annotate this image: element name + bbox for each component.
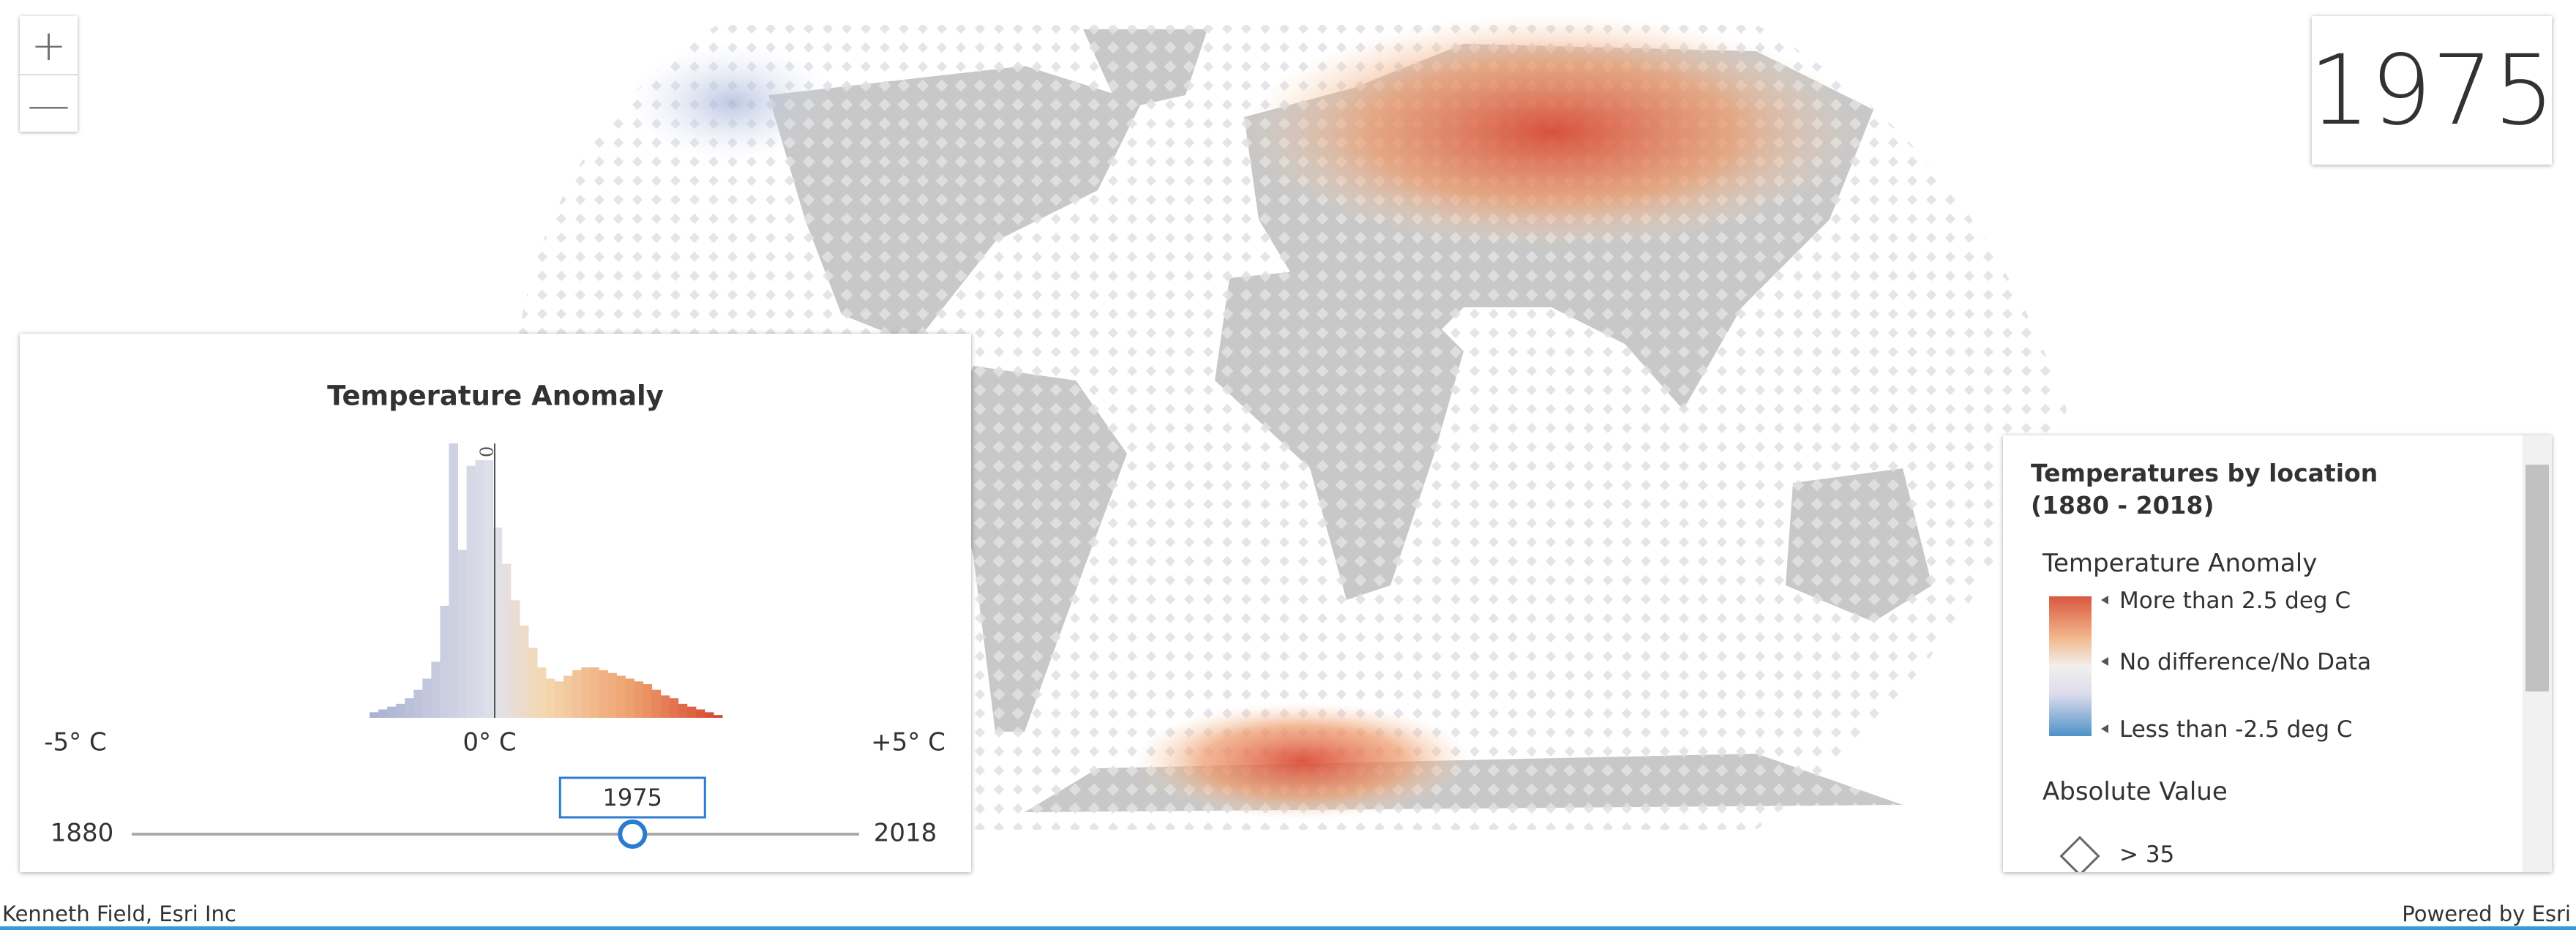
legend-panel: Temperatures by location (1880 - 2018) T…: [2003, 435, 2552, 872]
size-symbol: [2059, 836, 2100, 872]
histogram-bar: [449, 443, 458, 718]
histogram-bar: [378, 709, 388, 718]
zoom-in[interactable]: +: [31, 20, 67, 70]
histogram-bar: [475, 460, 485, 718]
histogram-bar: [713, 715, 723, 718]
histogram-bar: [555, 681, 564, 718]
histogram-bar: [581, 667, 591, 718]
zoom-out[interactable]: —: [20, 74, 78, 133]
histogram-bar: [457, 550, 468, 718]
time-panel: Temperature Anomaly x̄ 0 -5° C 0° C +5° C …: [20, 334, 971, 872]
histogram-bar: [704, 712, 714, 718]
ramp-pointers: [2101, 596, 2108, 733]
histogram-bar: [686, 706, 697, 718]
slider-thumb[interactable]: [618, 820, 648, 849]
slider-min: 1880: [50, 819, 114, 848]
histogram-bar: [643, 684, 653, 718]
legend-section: Temperature Anomaly: [2043, 549, 2318, 578]
ramp-label: Less than -2.5 deg C: [2119, 716, 2353, 743]
histogram-bar: [695, 709, 705, 718]
histogram-bar: [510, 600, 520, 718]
anomaly-cool: [629, 44, 834, 161]
size-label: > 35: [2119, 841, 2175, 868]
histogram-bar: [484, 460, 494, 718]
color-ramp: [2049, 596, 2092, 736]
histogram-bar: [370, 712, 379, 718]
histogram-bar: [396, 703, 405, 718]
histogram-bar: [607, 672, 617, 718]
histogram-bar: [651, 689, 662, 718]
histogram-bar: [625, 678, 634, 718]
slider-value-box: [558, 776, 706, 819]
histogram-bar: [466, 465, 476, 718]
histogram-bar: [660, 695, 670, 718]
powered-by: Powered by Esri: [2402, 901, 2571, 926]
ramp-label: No difference/No Data: [2119, 649, 2372, 675]
histogram-bar: [634, 681, 644, 718]
histogram-bar: [387, 706, 397, 718]
histogram-bar: [599, 670, 608, 718]
axis-label: 0° C: [463, 728, 516, 757]
histogram-bar: [528, 648, 538, 718]
histogram-bar: [616, 675, 626, 718]
axis-label: -5° C: [44, 728, 106, 757]
histogram-bar: [590, 667, 599, 718]
histogram-bar: [501, 563, 512, 718]
histogram-bar: [422, 678, 432, 718]
anomaly-warm: [1244, 15, 1859, 249]
slider-max: 2018: [874, 819, 937, 848]
histogram-bar: [405, 698, 414, 718]
histogram-bar: [572, 670, 582, 718]
zoom-controls: + —: [20, 16, 78, 132]
histogram-bar: [669, 698, 679, 718]
histogram-bar: [564, 675, 573, 718]
legend-title: Temperatures by location (1880 - 2018): [2031, 459, 2378, 520]
histogram-bar: [519, 625, 529, 718]
histogram-bar: [678, 703, 688, 718]
histogram-bar: [440, 605, 449, 718]
axis-label: +5° C: [871, 728, 946, 757]
histogram-bar: [536, 667, 547, 718]
histogram-bar: [431, 661, 441, 718]
panel-title: Temperature Anomaly: [327, 380, 664, 412]
histogram-bar: [413, 689, 423, 718]
footer: Kenneth Field, Esri Inc Powered by Esri: [0, 899, 2576, 930]
year-display: 1975: [2309, 16, 2555, 165]
scrollbar[interactable]: [2523, 435, 2552, 872]
histogram-chart: Temperature Anomaly x̄ 0 -5° C 0° C +5° C …: [44, 380, 946, 849]
histogram-bar: [546, 678, 555, 718]
ramp-label: More than 2.5 deg C: [2119, 588, 2351, 614]
legend-section: Absolute Value: [2043, 777, 2228, 806]
attribution: Kenneth Field, Esri Inc: [2, 901, 236, 926]
anomaly-warm: [1134, 702, 1471, 820]
slider-value: 1975: [603, 784, 662, 811]
